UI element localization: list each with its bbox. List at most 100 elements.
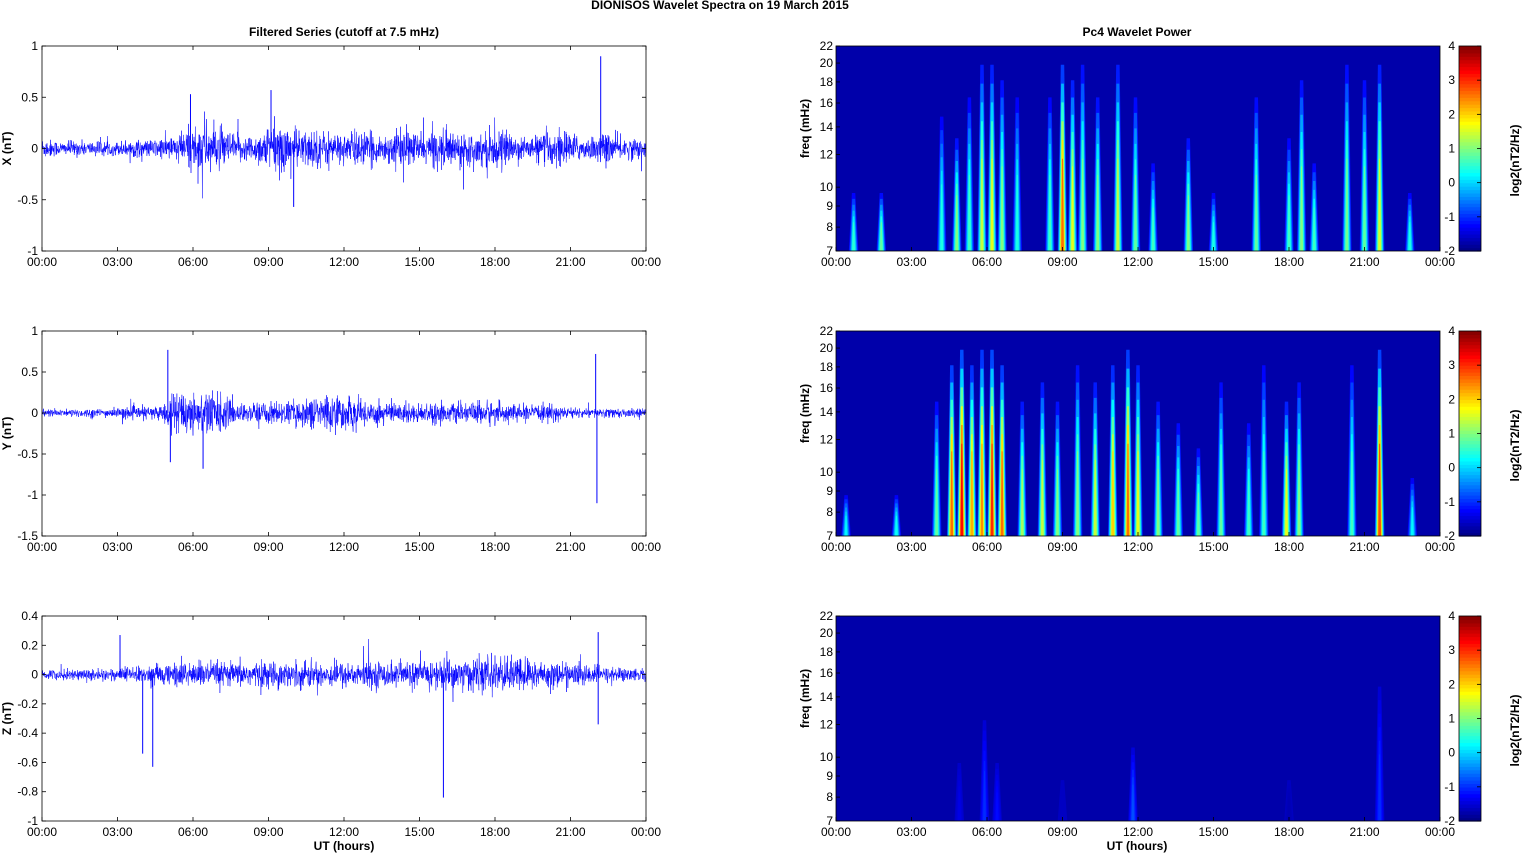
colorbar-segment xyxy=(1459,169,1481,174)
power-burst xyxy=(955,195,959,251)
y-tick-label: 20 xyxy=(820,626,834,640)
x-tick-label: 00:00 xyxy=(27,540,57,554)
x-tick-label: 18:00 xyxy=(480,255,510,269)
colorbar-segment xyxy=(1459,721,1481,726)
y-tick-label: 0.2 xyxy=(21,638,38,652)
colorbar-segment xyxy=(1459,46,1481,51)
colorbar-segment xyxy=(1459,708,1481,713)
power-burst xyxy=(1116,158,1120,251)
colorbar-tick-label: 3 xyxy=(1448,73,1455,87)
colorbar-segment xyxy=(1459,512,1481,517)
colorbar-segment xyxy=(1459,419,1481,424)
colorbar-segment xyxy=(1459,622,1481,627)
y-tick-label: 0.5 xyxy=(21,365,38,379)
y-tick-label: 1 xyxy=(31,39,38,53)
colorbar-segment xyxy=(1459,213,1481,218)
y-tick-label: 9 xyxy=(826,199,833,213)
power-burst xyxy=(1048,174,1052,251)
colorbar-segment xyxy=(1459,457,1481,462)
colorbar-segment xyxy=(1459,698,1481,703)
x-tick-label: 12:00 xyxy=(329,825,359,839)
power-burst xyxy=(1345,158,1349,251)
colorbar-tick-label: 0 xyxy=(1448,461,1455,475)
power-burst xyxy=(990,443,994,536)
colorbar-segment xyxy=(1459,450,1481,455)
colorbar-segment xyxy=(1459,650,1481,655)
x-tick-label: 18:00 xyxy=(1274,255,1304,269)
colorbar-segment xyxy=(1459,481,1481,486)
colorbar-segment xyxy=(1459,639,1481,644)
colorbar-segment xyxy=(1459,814,1481,819)
colorbar-segment xyxy=(1459,807,1481,812)
colorbar-segment xyxy=(1459,134,1481,139)
colorbar-tick-label: 2 xyxy=(1448,392,1455,406)
y-axis-label: X (nT) xyxy=(0,132,14,166)
x-tick-label: 06:00 xyxy=(178,540,208,554)
colorbar-segment xyxy=(1459,443,1481,448)
colorbar-segment xyxy=(1459,416,1481,421)
colorbar-tick-label: 1 xyxy=(1448,142,1455,156)
colorbar-segment xyxy=(1459,732,1481,737)
colorbar-tick-label: 2 xyxy=(1448,677,1455,691)
colorbar-segment xyxy=(1459,508,1481,513)
y-axis-label: freq (mHz) xyxy=(798,669,812,728)
power-burst xyxy=(1000,166,1004,251)
y-tick-label: 8 xyxy=(826,505,833,519)
colorbar-segment xyxy=(1459,233,1481,238)
colorbar-segment xyxy=(1459,498,1481,503)
colorbar-segment xyxy=(1459,87,1481,92)
x-tick-label: 09:00 xyxy=(1047,825,1077,839)
colorbar-segment xyxy=(1459,701,1481,706)
colorbar-segment xyxy=(1459,93,1481,98)
colorbar-tick-label: 4 xyxy=(1448,324,1455,338)
y-tick-label: -0.8 xyxy=(17,785,38,799)
colorbar-segment xyxy=(1459,220,1481,225)
colorbar-segment xyxy=(1459,447,1481,452)
x-tick-label: 00:00 xyxy=(1425,255,1455,269)
colorbar-label: log2(nT2/Hz) xyxy=(1508,125,1522,197)
power-burst xyxy=(950,451,954,536)
y-tick-label: 12 xyxy=(820,148,834,162)
colorbar-segment xyxy=(1459,440,1481,445)
colorbar-segment xyxy=(1459,199,1481,204)
x-tick-label: 03:00 xyxy=(896,255,926,269)
colorbar-segment xyxy=(1459,670,1481,675)
x-tick-label: 21:00 xyxy=(555,825,585,839)
colorbar-segment xyxy=(1459,718,1481,723)
trace-line xyxy=(42,390,646,436)
colorbar-segment xyxy=(1459,467,1481,472)
colorbar-segment xyxy=(1459,385,1481,390)
colorbar-segment xyxy=(1459,464,1481,469)
y-tick-label: 9 xyxy=(826,484,833,498)
right-column-title: Pc4 Wavelet Power xyxy=(1083,25,1192,39)
power-burst xyxy=(1136,451,1140,536)
y-tick-label: 16 xyxy=(820,381,834,395)
colorbar-segment xyxy=(1459,83,1481,88)
x-tick-label: 00:00 xyxy=(631,825,661,839)
x-tick-label: 18:00 xyxy=(1274,540,1304,554)
colorbar-segment xyxy=(1459,69,1481,74)
power-burst xyxy=(1378,754,1381,821)
colorbar-segment xyxy=(1459,773,1481,778)
colorbar-segment xyxy=(1459,783,1481,788)
y-tick-label: 10 xyxy=(820,180,834,194)
colorbar-segment xyxy=(1459,629,1481,634)
x-tick-label: 03:00 xyxy=(896,540,926,554)
colorbar-segment xyxy=(1459,358,1481,363)
heatmap-cells xyxy=(836,46,1440,251)
x-tick-label: 15:00 xyxy=(1198,540,1228,554)
colorbar-segment xyxy=(1459,107,1481,112)
colorbar-segment xyxy=(1459,406,1481,411)
power-burst xyxy=(1061,158,1064,251)
power-burst xyxy=(1408,222,1412,251)
colorbar-segment xyxy=(1459,633,1481,638)
figure-title: DIONISOS Wavelet Spectra on 19 March 201… xyxy=(591,0,849,12)
colorbar-tick-label: -2 xyxy=(1444,529,1455,543)
colorbar-segment xyxy=(1459,643,1481,648)
colorbar-segment xyxy=(1459,375,1481,380)
colorbar-segment xyxy=(1459,73,1481,78)
x-tick-label: 15:00 xyxy=(404,540,434,554)
colorbar-segment xyxy=(1459,80,1481,85)
colorbar-segment xyxy=(1459,752,1481,757)
y-tick-label: -1 xyxy=(27,814,38,828)
